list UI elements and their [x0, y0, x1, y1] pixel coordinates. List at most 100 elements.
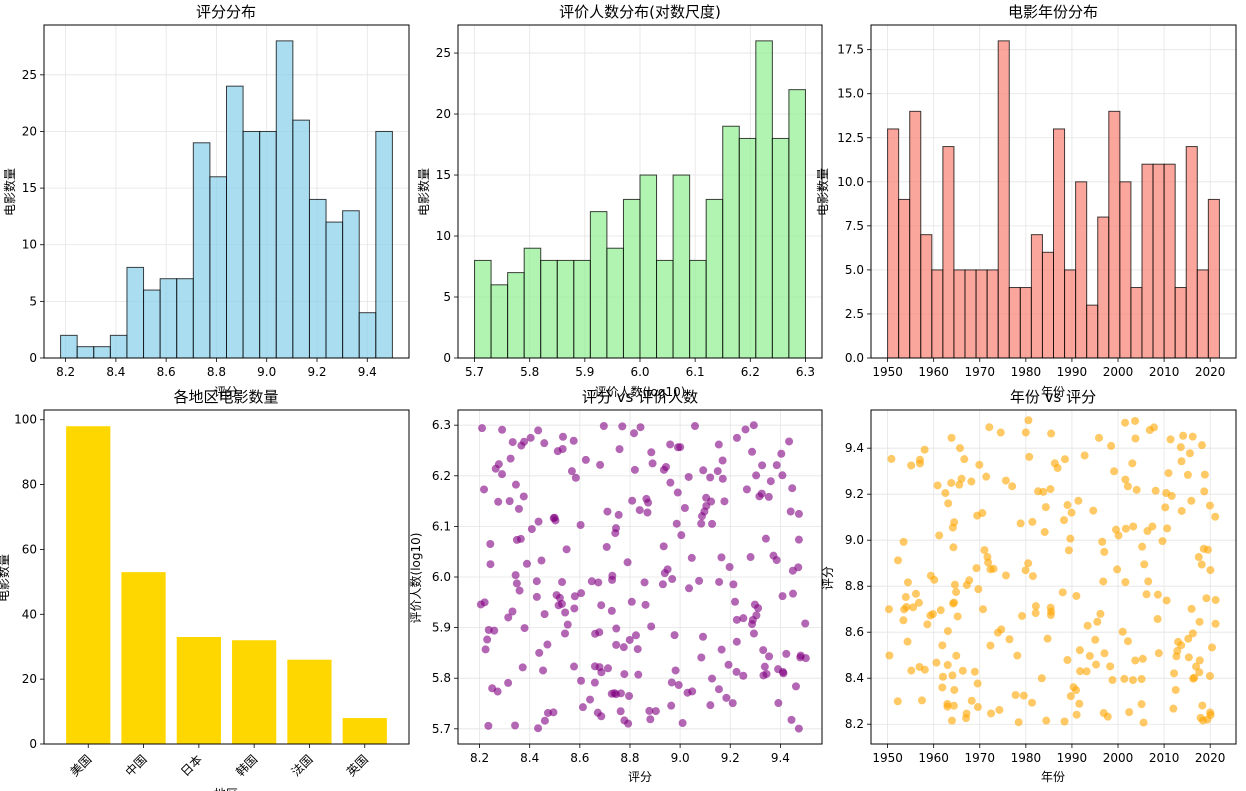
axes-region-counts: 美国 中国 日本 韩国 法国 英国 0 20 40 60 80 100: [14, 409, 410, 779]
scatter-point: [887, 454, 896, 463]
scatter-point: [1185, 449, 1194, 458]
scatter-point: [1176, 443, 1185, 452]
scatter-point: [558, 578, 567, 587]
scatter-point: [511, 721, 520, 730]
scatter-point: [962, 714, 971, 723]
scatter-point: [755, 492, 764, 501]
x-axis-label: 年份: [1041, 770, 1065, 784]
scatter-point: [486, 539, 495, 548]
histogram-bar: [1041, 251, 1055, 359]
scatter-point: [666, 440, 675, 449]
scatter-point: [943, 700, 952, 709]
scatter-point: [549, 708, 558, 717]
scatter-point: [1202, 594, 1211, 603]
scatter-point: [989, 564, 998, 573]
scatter-point: [758, 461, 767, 470]
scatter-point: [1099, 577, 1108, 586]
scatter-point: [1107, 441, 1116, 450]
histogram-bar: [507, 272, 525, 359]
scatter-point: [752, 471, 761, 480]
scatter-point: [958, 666, 967, 675]
scatter-point: [1025, 452, 1034, 461]
histogram-bar: [920, 234, 933, 359]
histogram-bar: [1030, 234, 1043, 359]
axes-year-vs-score: 1950 1960 1970 1980 1990 2000 2010 2020 8.2 8.4 8.…: [845, 409, 1237, 765]
scatter-point: [777, 449, 786, 458]
scatter-point: [1144, 577, 1153, 586]
histogram-bar: [887, 128, 900, 359]
scatter-point: [659, 542, 668, 551]
x-tick-label: 1960: [918, 365, 949, 379]
scatter-point: [941, 489, 950, 498]
scatter-point: [643, 508, 652, 517]
scatter-point: [1018, 611, 1027, 620]
scatter-point: [1085, 651, 1094, 660]
x-tick-label: 1980: [1011, 365, 1042, 379]
histogram-bar: [1108, 110, 1121, 359]
histogram-bar: [1207, 198, 1220, 359]
scatter-point: [516, 534, 525, 543]
scatter-point: [667, 701, 676, 710]
scatter-point: [1043, 634, 1052, 643]
scatter-point: [1069, 683, 1078, 692]
scatter-point: [1046, 485, 1055, 494]
scatter-point: [1166, 435, 1175, 444]
scatter-point: [494, 460, 503, 469]
scatter-point: [748, 620, 757, 629]
x-tick-label: 8.8: [620, 751, 639, 765]
histogram-bar: [672, 174, 691, 359]
scatter-point: [532, 592, 541, 601]
scatter-point: [948, 523, 957, 532]
scatter-point: [1028, 572, 1037, 581]
scatter-point: [534, 724, 543, 733]
x-tick-label: 6.0: [630, 365, 649, 379]
x-tick-label: 8.2: [56, 365, 75, 379]
scatter-point: [518, 663, 527, 672]
y-tick-label: 20: [22, 124, 37, 138]
histogram-bar: [1053, 128, 1066, 359]
histogram-bar: [1086, 304, 1099, 359]
y-tick-label: 0: [29, 737, 37, 751]
histogram-bar: [1174, 287, 1187, 359]
scatter-point: [933, 481, 942, 490]
scatter-point: [953, 612, 962, 621]
scatter-point: [778, 471, 787, 480]
y-tick-label: 5.0: [845, 263, 864, 277]
scatter-point: [759, 646, 768, 655]
bar: [121, 572, 166, 744]
scatter-point: [923, 620, 932, 629]
scatter-point: [915, 662, 924, 671]
y-axis-label: 电影数量: [815, 168, 830, 216]
scatter-point: [1131, 416, 1140, 425]
scatter-point: [569, 662, 578, 671]
scatter-point: [520, 624, 529, 633]
scatter-point: [597, 712, 606, 721]
scatter-point: [1031, 609, 1040, 618]
scatter-point: [949, 599, 958, 608]
histogram-bar: [1119, 181, 1132, 359]
histogram-bar: [1130, 287, 1143, 359]
x-tick-label: 1990: [1057, 751, 1088, 765]
scatter-point: [893, 556, 902, 565]
scatter-point: [558, 444, 567, 453]
scatter-point: [534, 517, 543, 526]
subplot-region-counts: 各地区电影数量 地区 电影数量 美国 中国 日本 韩国 法国 英国 0 20 40 60 80 100: [0, 388, 410, 791]
y-axis-label: 电影数量: [416, 168, 431, 216]
scatter-point: [630, 465, 639, 474]
histogram-bar: [342, 210, 360, 359]
scatter-point: [938, 641, 947, 650]
scatter-point: [1021, 566, 1030, 575]
scatter-point: [907, 461, 916, 470]
scatter-point: [1114, 531, 1123, 540]
scatter-point: [1137, 675, 1146, 684]
scatter-point: [625, 635, 634, 644]
scatter-point: [1184, 634, 1193, 643]
scatter-point: [645, 706, 654, 715]
scatter-point: [1200, 487, 1209, 496]
scatter-point: [1063, 501, 1072, 510]
scatter-point: [543, 640, 552, 649]
x-axis-label: 评分: [214, 385, 238, 399]
bar: [176, 636, 221, 744]
scatter-point: [1066, 534, 1075, 543]
scatter-point: [631, 631, 640, 640]
